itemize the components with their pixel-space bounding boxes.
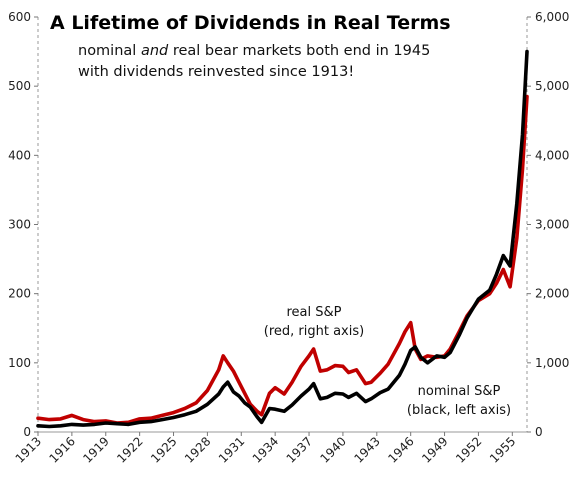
series-line-nominal	[36, 49, 529, 429]
annotation-real-line2: (red, right axis)	[264, 324, 364, 339]
y-right-tick-label: 6,000	[535, 10, 569, 24]
y-left-tick-label: 600	[8, 10, 31, 24]
x-tick-label: 1934	[250, 434, 281, 465]
y-left-tick-label: 0	[23, 425, 31, 439]
series-line-real	[36, 94, 529, 425]
x-tick-label: 1952	[453, 434, 484, 465]
x-tick-label: 1928	[182, 434, 213, 465]
x-tick-label: 1919	[80, 434, 111, 465]
y-left-tick-label: 500	[8, 79, 31, 93]
y-axis-right-ticks: 0 1,000 2,000 3,000 4,000 5,000 6,000	[527, 10, 569, 439]
x-tick-label: 1946	[385, 434, 416, 465]
y-right-tick-label: 3,000	[535, 218, 569, 232]
subtitle-pre: nominal	[78, 43, 141, 59]
y-right-tick-label: 2,000	[535, 287, 569, 301]
x-tick-label: 1949	[419, 434, 450, 465]
y-left-tick-label: 400	[8, 148, 31, 162]
chart-axes	[37, 17, 528, 433]
annotation-nominal-line2: (black, left axis)	[407, 403, 511, 418]
y-right-tick-label: 5,000	[535, 79, 569, 93]
x-tick-label: 1925	[148, 434, 179, 465]
y-right-tick-label: 0	[535, 425, 543, 439]
y-left-tick-label: 200	[8, 287, 31, 301]
series-lines	[36, 49, 529, 429]
y-right-tick-label: 1,000	[535, 356, 569, 370]
annotation-nominal-line1: nominal S&P	[418, 384, 501, 399]
x-tick-label: 1922	[114, 434, 145, 465]
x-tick-label: 1955	[487, 434, 518, 465]
x-tick-label: 1940	[318, 434, 349, 465]
x-tick-label: 1943	[351, 434, 382, 465]
subtitle-post: real bear markets both end in 1945	[168, 43, 430, 59]
x-tick-label: 1916	[47, 434, 78, 465]
x-tick-label: 1931	[216, 434, 247, 465]
y-left-tick-label: 300	[8, 218, 31, 232]
x-tick-label: 1937	[284, 434, 315, 465]
y-left-tick-label: 100	[8, 356, 31, 370]
y-right-tick-label: 4,000	[535, 148, 569, 162]
chart-subtitle-line2: with dividends reinvested since 1913!	[78, 64, 354, 80]
y-axis-left-ticks: 0 100 200 300 400 500 600	[8, 10, 38, 439]
x-axis-ticks: 1913 1916 1919 1922 1925 1928 1931 1934 1937 1940…	[13, 432, 518, 466]
chart-subtitle-line1: nominal and real bear markets both end i…	[78, 43, 430, 59]
chart-title: A Lifetime of Dividends in Real Terms	[50, 12, 451, 34]
annotation-real-line1: real S&P	[287, 305, 342, 320]
subtitle-emphasis: and	[141, 43, 169, 59]
